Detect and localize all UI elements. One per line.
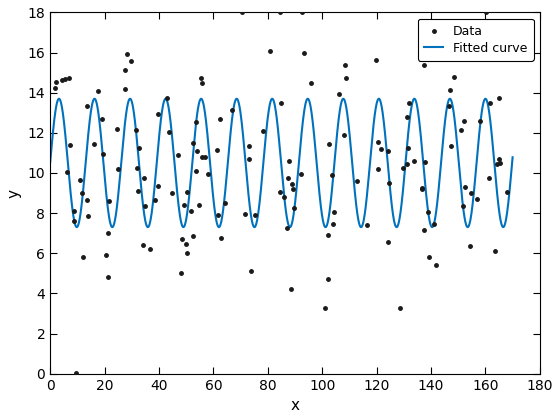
Data (299, 10, 306, 15)
Line: Data: Data (52, 9, 510, 376)
Fitted curve (496, 212, 503, 217)
Line: Fitted curve: Fitted curve (50, 99, 512, 227)
Data (178, 270, 184, 275)
Fitted curve (272, 106, 279, 111)
Data (102, 252, 109, 257)
Data (466, 243, 473, 248)
Fitted curve (91, 96, 98, 101)
Data (222, 200, 228, 205)
Data (154, 184, 161, 189)
Data (199, 81, 206, 86)
Fitted curve (412, 96, 418, 101)
Fitted curve (180, 225, 186, 230)
Fitted curve (509, 155, 516, 160)
Data (73, 370, 80, 375)
Legend: Data, Fitted curve: Data, Fitted curve (418, 19, 534, 61)
Fitted curve (71, 215, 77, 220)
Y-axis label: y: y (7, 189, 22, 197)
Fitted curve (496, 211, 503, 216)
Data (199, 155, 206, 160)
Data (134, 189, 141, 194)
X-axis label: x: x (291, 398, 300, 413)
Fitted curve (260, 162, 267, 167)
Fitted curve (46, 160, 53, 165)
